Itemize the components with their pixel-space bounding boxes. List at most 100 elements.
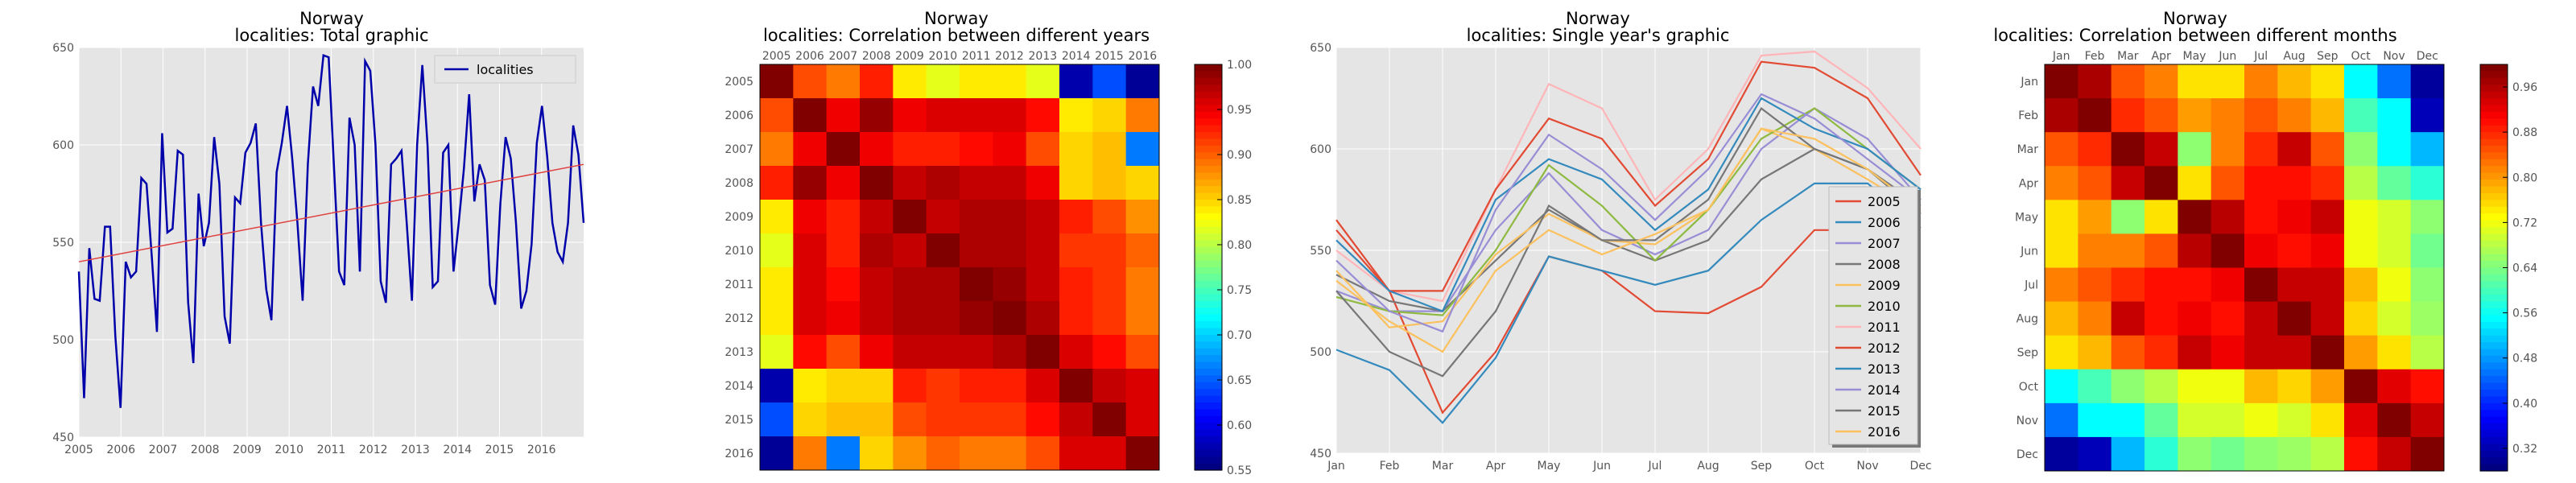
heatmap-cell <box>2277 436 2312 472</box>
heatmap-cell <box>2111 402 2145 438</box>
heatmap-cell <box>926 267 960 302</box>
y-tick-label: Aug <box>2017 313 2038 326</box>
heatmap-cell <box>2045 436 2079 472</box>
colorbar-label: 0.72 <box>2512 217 2537 229</box>
heatmap-frame <box>2044 64 2445 472</box>
x-tick-label: Oct <box>2351 50 2372 63</box>
heatmap-cell <box>2344 64 2378 99</box>
heatmap-cell <box>2045 233 2079 268</box>
heatmap-cell <box>793 436 828 471</box>
x-tick-label: 2009 <box>895 50 924 63</box>
heatmap-cell <box>2145 98 2178 133</box>
series-line-2006 <box>1335 182 1922 424</box>
heatmap-cell <box>760 335 794 369</box>
heatmap-cell <box>2344 98 2378 133</box>
x-tick-label: Jun <box>1592 460 1611 473</box>
heatmap-cell <box>2078 301 2112 336</box>
heatmap-cell <box>2145 335 2178 370</box>
y-tick-label: 2014 <box>724 380 753 393</box>
heatmap-cell <box>926 402 960 437</box>
x-tick-label: Aug <box>1697 460 1719 473</box>
heatmap-cell <box>993 335 1027 369</box>
colorbar-segment <box>1195 409 1222 417</box>
heatmap-cell <box>2277 301 2312 336</box>
colorbar-segment <box>1195 443 1222 451</box>
heatmap-cell <box>760 301 794 336</box>
heatmap-cell <box>2377 64 2412 99</box>
heatmap-cell <box>2111 132 2145 167</box>
colorbar-segment <box>1195 274 1222 282</box>
heatmap-cell <box>1125 200 1160 234</box>
colorbar-segment <box>1195 71 1222 79</box>
colorbar-segment <box>1195 389 1222 397</box>
heatmap-cell <box>2310 200 2345 234</box>
x-tick-label: 2015 <box>485 444 514 456</box>
x-tick-label: 2011 <box>962 50 991 63</box>
heatmap-cell <box>893 200 927 234</box>
y-tick-label: Jun <box>2020 245 2038 258</box>
x-tick-label: Jun <box>2218 50 2236 63</box>
colorbar-segment <box>1195 267 1222 275</box>
colorbar-label: 0.70 <box>1227 329 1252 342</box>
heatmap-cell <box>2145 369 2178 404</box>
heatmap-cell <box>826 301 861 336</box>
colorbar-segment <box>2480 464 2508 472</box>
heatmap-cell <box>2045 132 2079 167</box>
colorbar-label: 0.48 <box>2512 353 2537 365</box>
heatmap-cell <box>1059 200 1093 234</box>
heatmap-cell <box>2078 436 2112 472</box>
heatmap-cell <box>2078 369 2112 404</box>
heatmap-cell <box>993 301 1027 336</box>
heatmap-cell <box>2244 301 2278 336</box>
x-tick-label: 2013 <box>1029 50 1058 63</box>
y-tick-label: 450 <box>1310 448 1331 460</box>
x-tick-label: Jul <box>2253 50 2268 63</box>
heatmap-cell <box>1026 233 1060 268</box>
heatmap-cell <box>1026 402 1060 437</box>
heatmap-cell <box>2244 98 2278 133</box>
heatmap-cell <box>960 267 993 302</box>
heatmap-cell <box>1125 132 1160 167</box>
heatmap-cell <box>2310 132 2345 167</box>
heatmap-cell <box>2178 402 2212 438</box>
heatmap-cell <box>760 98 794 133</box>
heatmap-cell <box>2344 233 2378 268</box>
legend-label: 2010 <box>1868 299 1901 314</box>
heatmap-cell <box>860 200 894 234</box>
heatmap-cell <box>893 402 927 437</box>
heatmap-cell <box>2377 132 2412 167</box>
heatmap-cell <box>960 369 993 403</box>
colorbar-label: 0.88 <box>2512 126 2537 139</box>
heatmap-cell <box>926 166 960 200</box>
heatmap-cell <box>2211 132 2245 167</box>
legend-box <box>1828 186 1918 445</box>
heatmap-cell <box>1026 436 1060 471</box>
heatmap-cell <box>2277 166 2312 200</box>
heatmap-cell <box>2145 64 2178 99</box>
y-tick-label: Oct <box>2019 381 2039 394</box>
colorbar-segment <box>2480 247 2508 255</box>
trend-line <box>78 163 584 262</box>
heatmap-cell <box>2045 64 2079 99</box>
colorbar-segment <box>1195 355 1222 363</box>
heatmap-cell <box>1026 335 1060 369</box>
heatmap-cell <box>993 267 1027 302</box>
heatmap-cell <box>2344 335 2378 370</box>
heatmap-cell <box>1026 132 1060 167</box>
heatmap-cell <box>793 132 828 167</box>
heatmap-cell <box>2178 98 2212 133</box>
heatmap-cell <box>993 98 1027 133</box>
colorbar-segment <box>1195 308 1222 316</box>
heatmap-cell <box>2344 301 2378 336</box>
colorbar-segment <box>1195 341 1222 349</box>
heatmap-cell <box>2145 267 2178 303</box>
heatmap-cell <box>2377 166 2412 200</box>
colorbar-segment <box>1195 260 1222 268</box>
x-tick-label: Dec <box>1909 460 1931 473</box>
heatmap-cell <box>860 64 894 99</box>
legend-label: 2015 <box>1868 403 1901 419</box>
year-correlation-heatmap: Norway localities: Correlation between d… <box>724 9 1252 477</box>
x-tick-label: Jan <box>2052 50 2070 63</box>
heatmap-cell <box>2078 132 2112 167</box>
